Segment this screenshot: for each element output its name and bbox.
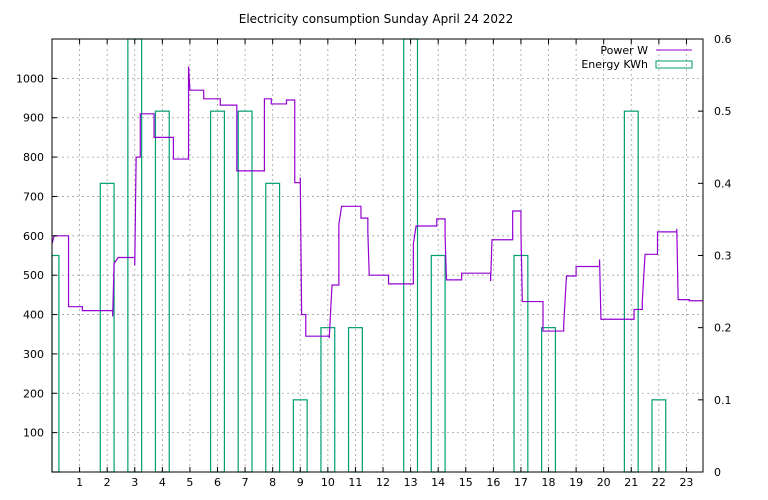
x-tick-label: 9: [297, 476, 304, 489]
x-tick-label: 14: [431, 476, 445, 489]
power-line-layer: [51, 66, 703, 339]
y-tick-label: 100: [23, 427, 44, 440]
y-tick-label: 900: [23, 112, 44, 125]
x-tick-label: 3: [131, 476, 138, 489]
x-tick-label: 21: [624, 476, 638, 489]
y-tick-label: 400: [23, 309, 44, 322]
x-tick-label: 5: [186, 476, 193, 489]
x-tick-label: 18: [542, 476, 556, 489]
y2-tick-label: 0.4: [714, 177, 732, 190]
x-tick-label: 15: [459, 476, 473, 489]
y2-tick-label: 0.6: [714, 33, 732, 46]
x-tick-label: 8: [269, 476, 276, 489]
y-tick-label: 600: [23, 230, 44, 243]
power-line: [51, 66, 703, 339]
x-tick-label: 2: [104, 476, 111, 489]
x-tick-label: 20: [597, 476, 611, 489]
x-tick-label: 13: [404, 476, 418, 489]
x-tick-label: 19: [569, 476, 583, 489]
axes-ticks: 1 2 3 4 5 6 7 8 9 10 11 12 13 14 15 16 17 18 19 20 21 22 23100…: [16, 33, 732, 489]
y-tick-label: 800: [23, 151, 44, 164]
x-tick-label: 7: [242, 476, 249, 489]
legend-swatch-energy: [655, 60, 693, 69]
x-tick-label: 16: [486, 476, 500, 489]
y-tick-label: 300: [23, 348, 44, 361]
legend-label-power: Power W: [600, 44, 648, 57]
y-tick-label: 500: [23, 269, 44, 282]
energy-bar: [99, 182, 115, 473]
y2-tick-label: 0.2: [714, 322, 732, 335]
x-tick-label: 6: [214, 476, 221, 489]
y-tick-label: 200: [23, 387, 44, 400]
chart-title: Electricity consumption Sunday April 24 …: [239, 12, 514, 26]
x-tick-label: 11: [348, 476, 362, 489]
legend-label-energy: Energy KWh: [581, 58, 648, 71]
y2-tick-label: 0.5: [714, 105, 732, 118]
x-tick-label: 12: [376, 476, 390, 489]
y-tick-label: 1000: [16, 72, 44, 85]
y2-tick-label: 0.1: [714, 394, 732, 407]
x-tick-label: 4: [159, 476, 166, 489]
energy-bar: [265, 182, 281, 473]
grid: [52, 39, 703, 472]
legend: Power W Energy KWh: [581, 44, 693, 71]
y2-tick-label: 0.3: [714, 250, 732, 263]
y2-tick-label: 0: [714, 466, 721, 479]
y-tick-label: 700: [23, 190, 44, 203]
x-tick-label: 23: [679, 476, 693, 489]
x-tick-label: 1: [76, 476, 83, 489]
x-tick-label: 22: [652, 476, 666, 489]
energy-bars: [51, 38, 667, 473]
x-tick-label: 17: [514, 476, 528, 489]
plot-frame: [51, 38, 704, 473]
energy-bar: [51, 254, 60, 473]
x-tick-label: 10: [321, 476, 335, 489]
